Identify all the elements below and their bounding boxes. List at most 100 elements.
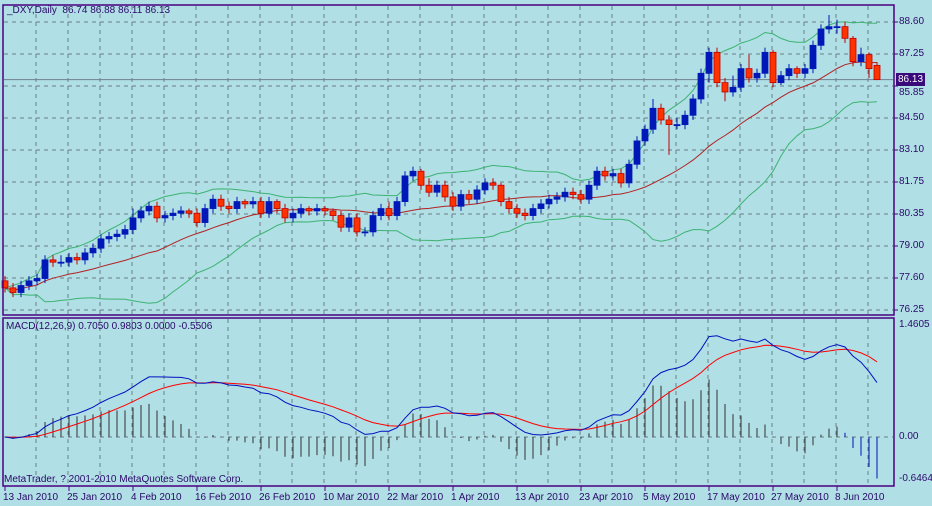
bull-candle bbox=[249, 196, 257, 209]
bear-candle bbox=[281, 203, 289, 223]
date-axis-label: 17 May 2010 bbox=[707, 492, 765, 503]
candle-body bbox=[633, 140, 641, 165]
candle-body bbox=[65, 257, 73, 263]
candle-body bbox=[481, 182, 489, 191]
candle-body bbox=[417, 170, 425, 186]
candle-body bbox=[697, 72, 705, 100]
macd-name: MACD(12,26,9) bbox=[6, 321, 76, 332]
candle-body bbox=[761, 51, 769, 74]
candle-body bbox=[449, 196, 457, 207]
bull-candle bbox=[785, 63, 793, 81]
bear-candle bbox=[153, 201, 161, 223]
candle-body bbox=[9, 287, 17, 293]
bull-candle bbox=[401, 171, 409, 207]
bull-candle bbox=[537, 199, 545, 214]
candle-body bbox=[385, 208, 393, 216]
candle-body bbox=[105, 236, 113, 240]
bull-candle bbox=[681, 110, 689, 130]
price-axis-label: 85.85 bbox=[899, 87, 925, 98]
candle-body bbox=[545, 198, 553, 205]
candle-body bbox=[265, 201, 273, 214]
bull-candle bbox=[137, 206, 145, 223]
bear-candle bbox=[769, 49, 777, 88]
bull-candle bbox=[233, 196, 241, 214]
candle-body bbox=[377, 208, 385, 216]
candle-body bbox=[241, 201, 249, 205]
candle-body bbox=[81, 252, 89, 261]
candle-body bbox=[769, 51, 777, 84]
date-axis-label: 8 Jun 2010 bbox=[835, 492, 885, 503]
bull-candle bbox=[297, 203, 305, 218]
candle-body bbox=[649, 107, 657, 130]
candle-body bbox=[657, 107, 665, 121]
bull-candle bbox=[641, 124, 649, 146]
bear-candle bbox=[353, 213, 361, 237]
bear-candle bbox=[449, 192, 457, 211]
price-axis-label: 83.10 bbox=[899, 144, 925, 155]
bull-candle bbox=[649, 98, 657, 134]
candle-body bbox=[185, 210, 193, 214]
bear-candle bbox=[9, 283, 17, 298]
candle-body bbox=[73, 257, 81, 261]
candle-body bbox=[609, 173, 617, 177]
candle-body bbox=[601, 170, 609, 177]
candle-body bbox=[305, 208, 313, 212]
bear-candle bbox=[569, 187, 577, 200]
bull-candle bbox=[265, 196, 273, 218]
bear-candle bbox=[385, 201, 393, 221]
candle-body bbox=[345, 217, 353, 228]
candle-body bbox=[577, 194, 585, 200]
bull-candle bbox=[345, 213, 353, 232]
bull-candle bbox=[377, 203, 385, 221]
bull-candle bbox=[57, 255, 65, 267]
candle-body bbox=[673, 124, 681, 127]
bull-candle bbox=[561, 187, 569, 202]
candle-body bbox=[569, 191, 577, 195]
candle-body bbox=[17, 285, 25, 293]
candle-body bbox=[193, 212, 201, 223]
candle-body bbox=[161, 215, 169, 219]
candle-body bbox=[233, 201, 241, 209]
bear-candle bbox=[577, 189, 585, 204]
candle-body bbox=[513, 208, 521, 214]
date-axis-label: 23 Apr 2010 bbox=[579, 492, 633, 503]
candle-body bbox=[753, 72, 761, 79]
bear-candle bbox=[193, 208, 201, 228]
candle-body bbox=[433, 184, 441, 193]
price-axis-label: 84.50 bbox=[899, 112, 925, 123]
macd-signal-line bbox=[4, 344, 878, 438]
date-axis-label: 1 Apr 2010 bbox=[451, 492, 500, 503]
bull-candle bbox=[89, 243, 97, 258]
bull-candle bbox=[633, 136, 641, 169]
bear-candle bbox=[713, 47, 721, 88]
bull-candle bbox=[809, 40, 817, 74]
candle-body bbox=[777, 75, 785, 84]
candle-body bbox=[249, 201, 257, 205]
grid bbox=[4, 6, 898, 491]
bear-candle bbox=[617, 168, 625, 188]
candle-body bbox=[97, 238, 105, 249]
bull-candle bbox=[361, 227, 369, 237]
candle-body bbox=[825, 26, 833, 30]
candle-body bbox=[425, 184, 433, 193]
bear-candle bbox=[865, 52, 873, 78]
candle-body bbox=[497, 184, 505, 202]
candle-body bbox=[145, 205, 153, 212]
bear-candle bbox=[305, 206, 313, 216]
macd-panel-frame bbox=[2, 317, 895, 487]
macd-main-line bbox=[4, 335, 878, 439]
candle-body bbox=[329, 210, 337, 216]
bear-candle bbox=[241, 199, 249, 209]
bear-candle bbox=[849, 35, 857, 67]
bear-candle bbox=[521, 208, 529, 221]
macd-label: MACD(12,26,9) 0.7050 0.9803 0.0000 -0.55… bbox=[6, 321, 212, 333]
candle-body bbox=[321, 208, 329, 212]
bear-candle bbox=[601, 166, 609, 181]
candle-body bbox=[521, 212, 529, 216]
candles bbox=[1, 15, 881, 298]
candle-body bbox=[745, 68, 753, 79]
candle-body bbox=[209, 198, 217, 209]
bull-candle bbox=[833, 19, 841, 34]
candle-body bbox=[641, 128, 649, 142]
price-axis-label: 81.75 bbox=[899, 176, 925, 187]
